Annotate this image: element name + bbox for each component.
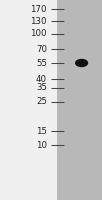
Text: 100: 100 <box>30 29 47 38</box>
Text: 40: 40 <box>36 74 47 84</box>
Text: 10: 10 <box>36 140 47 149</box>
Text: 55: 55 <box>36 58 47 68</box>
Text: 25: 25 <box>36 98 47 106</box>
Text: 130: 130 <box>30 17 47 25</box>
Text: 35: 35 <box>36 83 47 92</box>
Text: 15: 15 <box>36 127 47 136</box>
Text: 170: 170 <box>30 4 47 14</box>
FancyBboxPatch shape <box>0 0 57 200</box>
Ellipse shape <box>75 59 88 67</box>
Text: 70: 70 <box>36 45 47 53</box>
